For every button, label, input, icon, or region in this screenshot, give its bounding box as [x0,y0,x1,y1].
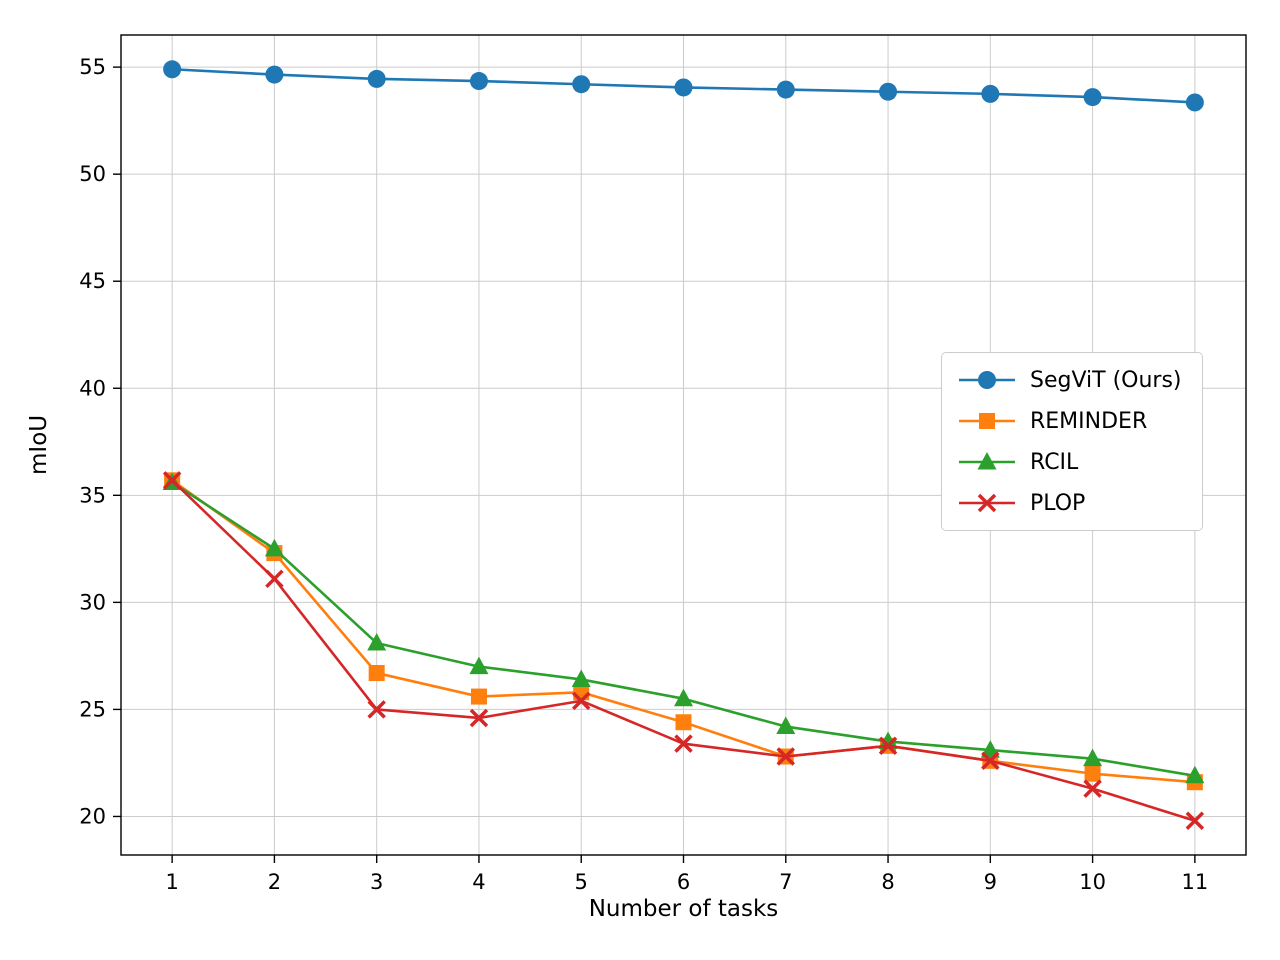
legend-entry: PLOP [958,489,1182,517]
y-tick-label: 55 [79,55,106,79]
y-tick-label: 50 [79,162,106,186]
legend-marker-icon [959,371,1015,389]
x-tick-label: 8 [881,870,894,894]
data-point-marker [571,669,591,687]
data-point-marker [368,665,385,682]
y-tick-label: 30 [79,590,106,614]
data-point-marker [162,471,182,490]
legend-label: RCIL [1030,449,1079,475]
data-point-marker [469,72,488,91]
data-point-marker [469,656,489,675]
data-point-marker [469,708,489,728]
data-point-marker [674,78,693,97]
legend-label: PLOP [1030,490,1086,516]
data-point-marker [1084,765,1101,782]
y-axis-label: mIoU [26,414,52,476]
y-tick-label: 40 [79,376,106,400]
data-point-marker [367,69,386,88]
data-point-marker [978,371,996,389]
y-tick-label: 35 [79,483,106,507]
data-point-marker [264,538,284,557]
data-point-marker [1185,765,1205,784]
y-tick-label: 20 [79,804,106,828]
data-point-marker [977,493,997,513]
data-point-marker [367,700,386,719]
legend-label: REMINDER [1030,408,1148,434]
legend-entry: SegViT (Ours) [958,366,1182,394]
data-point-marker [674,734,693,753]
data-point-marker [981,751,1000,771]
x-tick-label: 6 [677,870,690,894]
y-tick-label: 45 [79,269,106,293]
data-point-marker [979,413,995,429]
data-point-marker [776,747,796,766]
y-tick-label: 25 [79,697,106,721]
x-tick-label: 3 [370,870,383,894]
data-point-marker [1083,748,1103,767]
data-point-marker [878,736,898,756]
x-tick-label: 4 [472,870,485,894]
data-point-marker [571,691,591,711]
x-tick-label: 9 [984,870,997,894]
data-point-marker [776,716,796,735]
data-point-marker [1185,93,1204,112]
x-axis-label: Number of tasks [588,896,779,922]
x-tick-label: 10 [1079,870,1106,894]
data-point-marker [776,80,795,99]
x-tick-label: 7 [779,870,792,894]
legend-entry: REMINDER [958,407,1182,435]
data-point-marker [265,65,284,84]
legend-marker-icon [959,493,1015,513]
data-point-marker [163,60,182,79]
data-point-marker [977,452,997,470]
legend-entry: RCIL [958,448,1182,476]
data-point-marker [878,731,898,750]
data-point-marker [980,740,1000,758]
data-point-marker [981,84,1000,103]
x-tick-label: 2 [268,870,281,894]
data-point-marker [572,75,591,94]
legend-marker-icon [959,413,1015,429]
data-point-marker [674,688,693,707]
legend: SegViT (Ours) REMINDER RCIL PLOP [941,352,1203,531]
data-point-marker [367,633,387,651]
data-point-marker [470,688,487,705]
x-tick-label: 5 [575,870,588,894]
data-point-marker [265,569,284,589]
legend-label: SegViT (Ours) [1030,367,1182,393]
data-point-marker [1185,811,1205,830]
data-point-marker [1083,779,1102,798]
x-tick-label: 1 [165,870,178,894]
legend-marker-icon [959,452,1015,470]
data-point-marker [879,82,898,101]
data-point-marker [1083,88,1102,107]
x-tick-label: 11 [1181,870,1208,894]
data-point-marker [675,714,692,731]
